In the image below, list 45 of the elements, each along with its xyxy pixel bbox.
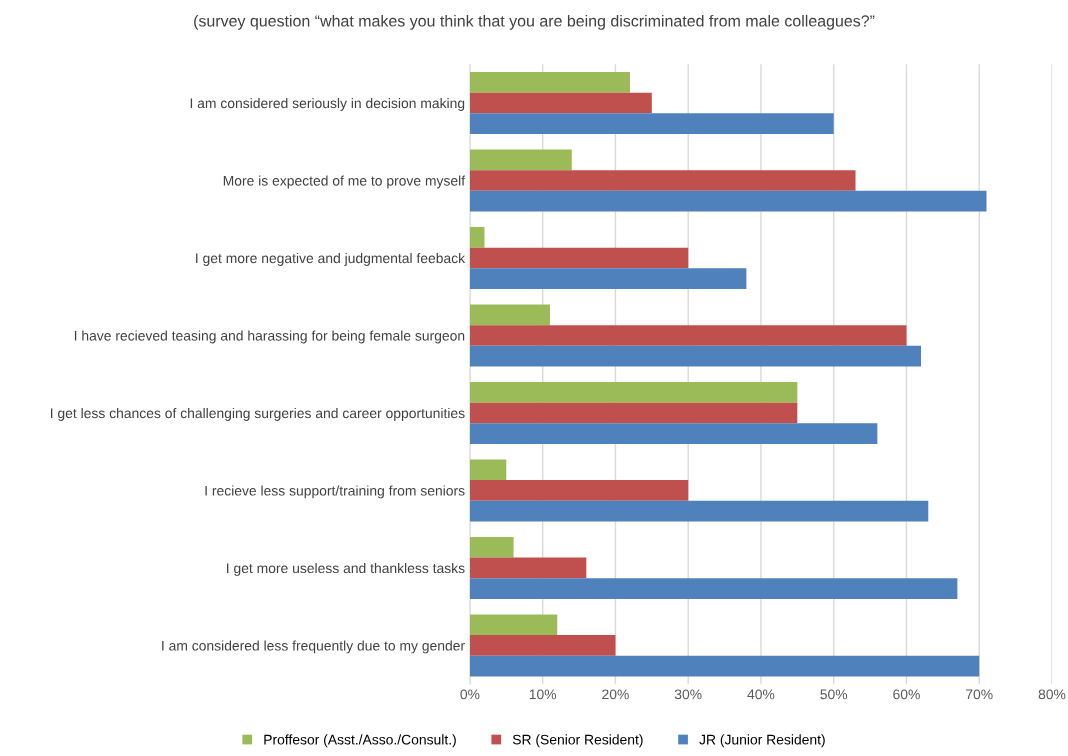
- y-tick-label: I get more useless and thankless tasks: [227, 562, 465, 576]
- bar: [469, 402, 798, 424]
- x-tick-label: 0%: [460, 689, 480, 700]
- bar: [469, 268, 747, 289]
- y-tick-label: I have recieved teasing and harassing for being female surgeon: [74, 330, 465, 344]
- bar: [469, 500, 929, 522]
- bar: [469, 345, 922, 367]
- bar: [469, 113, 834, 134]
- bar: [469, 226, 485, 248]
- x-tick-label: 30%: [674, 689, 702, 700]
- bar: [469, 247, 689, 269]
- bar: [469, 381, 798, 403]
- x-tick-label: 60%: [893, 689, 920, 700]
- legend-label: JR (Junior Resident): [699, 734, 825, 748]
- bar: [469, 170, 856, 191]
- bar: [469, 578, 958, 599]
- y-tick-label: I get less chances of challenging surgeries and career opportunities: [51, 407, 465, 421]
- y-tick-label: I recieve less support/training from seniors: [205, 485, 465, 499]
- bar: [469, 149, 572, 171]
- bar: [469, 190, 987, 212]
- bar: [469, 72, 630, 93]
- x-tick-label: 40%: [747, 689, 775, 700]
- x-tick-label: 70%: [966, 689, 993, 700]
- bar: [469, 655, 980, 677]
- bar: [469, 480, 689, 501]
- bar: [469, 423, 878, 444]
- y-tick-label: More is expected of me to prove myself: [223, 175, 466, 189]
- x-tick-label: 20%: [602, 689, 629, 700]
- y-tick-label: I am considered less frequently due to my gender: [162, 640, 465, 654]
- bar: [469, 536, 514, 558]
- legend-label: SR (Senior Resident): [512, 734, 643, 748]
- bar: [469, 92, 652, 114]
- bar: [469, 325, 907, 346]
- bar: [469, 635, 616, 656]
- x-tick-label: 10%: [529, 689, 557, 700]
- x-tick-label: 80%: [1038, 689, 1066, 700]
- bar: [469, 557, 587, 579]
- bar: [469, 459, 507, 481]
- bar: [469, 304, 550, 326]
- bar: [469, 614, 558, 636]
- x-tick-label: 50%: [820, 689, 848, 700]
- y-tick-label: I get more negative and judgmental feeback: [196, 252, 466, 266]
- y-tick-label: I am considered seriously in decision making: [190, 97, 465, 111]
- chart-title: (survey question “what makes you think that you are being discriminated from male colleagues?”: [194, 14, 875, 30]
- legend-label: Proffesor (Asst./Asso./Consult.): [264, 734, 456, 748]
